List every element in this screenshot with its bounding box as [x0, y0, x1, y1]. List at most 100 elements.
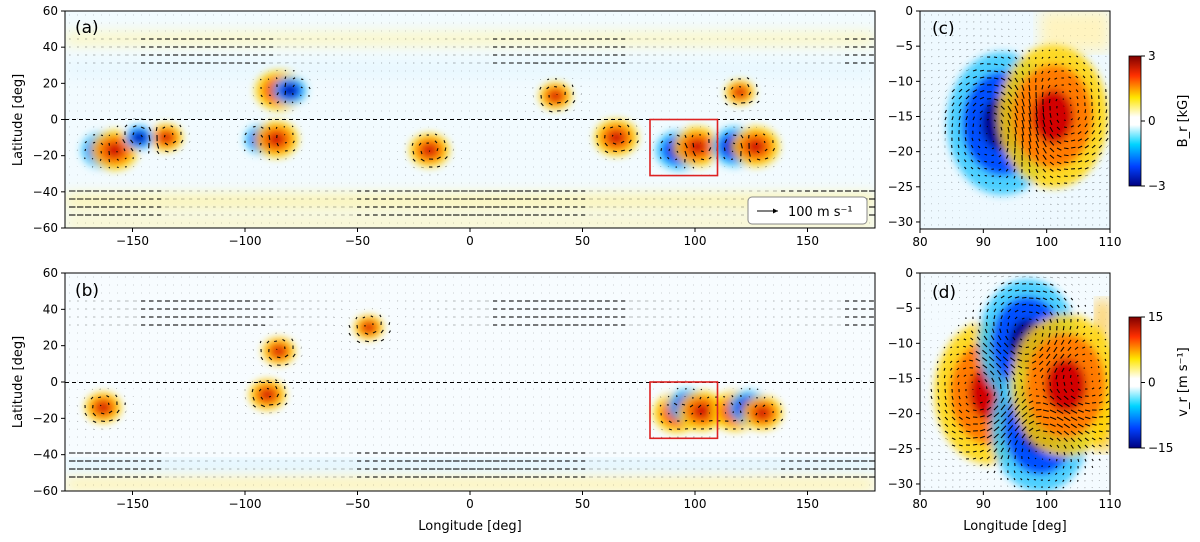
velocity-arrow: [588, 94, 590, 96]
velocity-arrow: [644, 420, 646, 422]
panel-b-bands: [65, 460, 875, 490]
velocity-arrow: [762, 133, 766, 136]
velocity-arrow: [730, 86, 734, 90]
panel-a: (a) 100 m s⁻¹ −150 −100 −50 0 50 100 150 −60 −40…: [11, 4, 876, 248]
velocity-arrow: [284, 354, 289, 358]
velocity-arrow: [284, 69, 287, 72]
velocity-arrow: [164, 142, 169, 146]
reference-vector-key: 100 m s⁻¹: [747, 196, 868, 225]
velocity-arrow: [348, 308, 350, 310]
velocity-arrow: [116, 388, 118, 390]
velocity-arrow: [260, 412, 264, 414]
panel-a-ylabel: Latitude [deg]: [11, 74, 26, 166]
velocity-arrow: [452, 157, 455, 160]
velocity-arrow: [604, 142, 608, 147]
velocity-arrow: [300, 354, 303, 358]
velocity-arrow: [675, 411, 678, 414]
x-tick-label: 50: [575, 234, 590, 248]
velocity-arrow: [580, 93, 582, 96]
x-tick-label: 100: [684, 234, 707, 248]
velocity-arrow: [292, 372, 295, 374]
velocity-arrow: [252, 396, 255, 401]
velocity-arrow: [155, 126, 158, 132]
velocity-arrow: [756, 158, 761, 161]
velocity-arrow: [308, 142, 310, 144]
velocity-arrow: [724, 94, 727, 99]
velocity-arrow: [244, 404, 247, 407]
velocity-arrow: [396, 340, 399, 342]
velocity-arrow: [739, 158, 742, 163]
velocity-arrow: [532, 94, 534, 98]
velocity-arrow: [434, 140, 438, 144]
velocity-arrow: [684, 150, 688, 157]
velocity-arrow: [667, 395, 670, 398]
velocity-arrow: [372, 330, 377, 334]
velocity-arrow: [316, 86, 319, 89]
velocity-arrow: [667, 166, 670, 168]
velocity-arrow: [180, 139, 184, 144]
y-tick-label: −60: [33, 221, 58, 235]
velocity-arrow: [268, 126, 271, 130]
velocity-arrow: [68, 404, 70, 406]
velocity-arrow: [244, 412, 247, 414]
velocity-arrow: [292, 84, 295, 88]
feature-negative: [133, 132, 145, 143]
velocity-arrow: [724, 110, 727, 112]
velocity-arrow: [283, 332, 286, 334]
velocity-arrow: [580, 110, 583, 112]
velocity-arrow: [562, 84, 566, 88]
velocity-arrow: [300, 388, 302, 390]
velocity-arrow: [404, 166, 407, 168]
velocity-arrow: [724, 132, 728, 136]
velocity-arrow: [756, 100, 760, 104]
velocity-arrow: [691, 134, 694, 138]
x-tick-label: −100: [229, 234, 262, 248]
feature-positive: [421, 143, 438, 157]
velocity-arrow: [676, 134, 680, 137]
reference-vector-label: 100 m s⁻¹: [788, 205, 853, 220]
velocity-arrow: [107, 388, 110, 390]
velocity-arrow: [673, 402, 678, 406]
velocity-arrow: [300, 149, 303, 152]
velocity-arrow: [276, 402, 281, 406]
velocity-arrow: [268, 364, 273, 367]
velocity-arrow: [396, 331, 399, 334]
velocity-arrow: [292, 77, 296, 80]
velocity-arrow: [340, 340, 343, 342]
velocity-arrow: [100, 134, 104, 137]
velocity-arrow: [244, 125, 247, 128]
velocity-arrow: [116, 166, 119, 169]
x-tick-label: 150: [796, 234, 819, 248]
velocity-arrow: [308, 78, 311, 81]
velocity-arrow: [612, 142, 617, 145]
velocity-arrow: [284, 412, 287, 414]
velocity-arrow: [98, 396, 102, 399]
velocity-arrow: [724, 102, 728, 106]
panel-a-axes: −150 −100 −50 0 50 100 150 −60 −40 −20 0 20 40 60: [33, 4, 819, 248]
velocity-arrow: [276, 150, 280, 154]
velocity-arrow: [124, 419, 127, 422]
velocity-arrow: [692, 126, 694, 128]
velocity-arrow: [107, 402, 110, 406]
velocity-arrow: [252, 412, 256, 415]
velocity-arrow: [260, 94, 263, 98]
velocity-arrow: [275, 385, 278, 390]
velocity-arrow: [132, 125, 137, 128]
velocity-arrow: [684, 142, 688, 149]
velocity-arrow: [626, 124, 630, 128]
velocity-arrow: [140, 134, 143, 138]
y-tick-label: 20: [43, 76, 58, 90]
velocity-arrow: [276, 411, 280, 414]
velocity-arrow: [660, 420, 664, 424]
velocity-arrow: [716, 94, 719, 98]
velocity-arrow: [652, 420, 655, 423]
velocity-arrow: [300, 141, 303, 144]
velocity-arrow: [434, 133, 438, 136]
velocity-arrow: [299, 102, 302, 104]
velocity-arrow: [258, 388, 262, 392]
velocity-arrow: [443, 133, 446, 136]
velocity-arrow: [268, 142, 271, 148]
velocity-arrow: [660, 133, 663, 136]
velocity-arrow: [684, 419, 688, 422]
velocity-arrow: [292, 403, 295, 406]
